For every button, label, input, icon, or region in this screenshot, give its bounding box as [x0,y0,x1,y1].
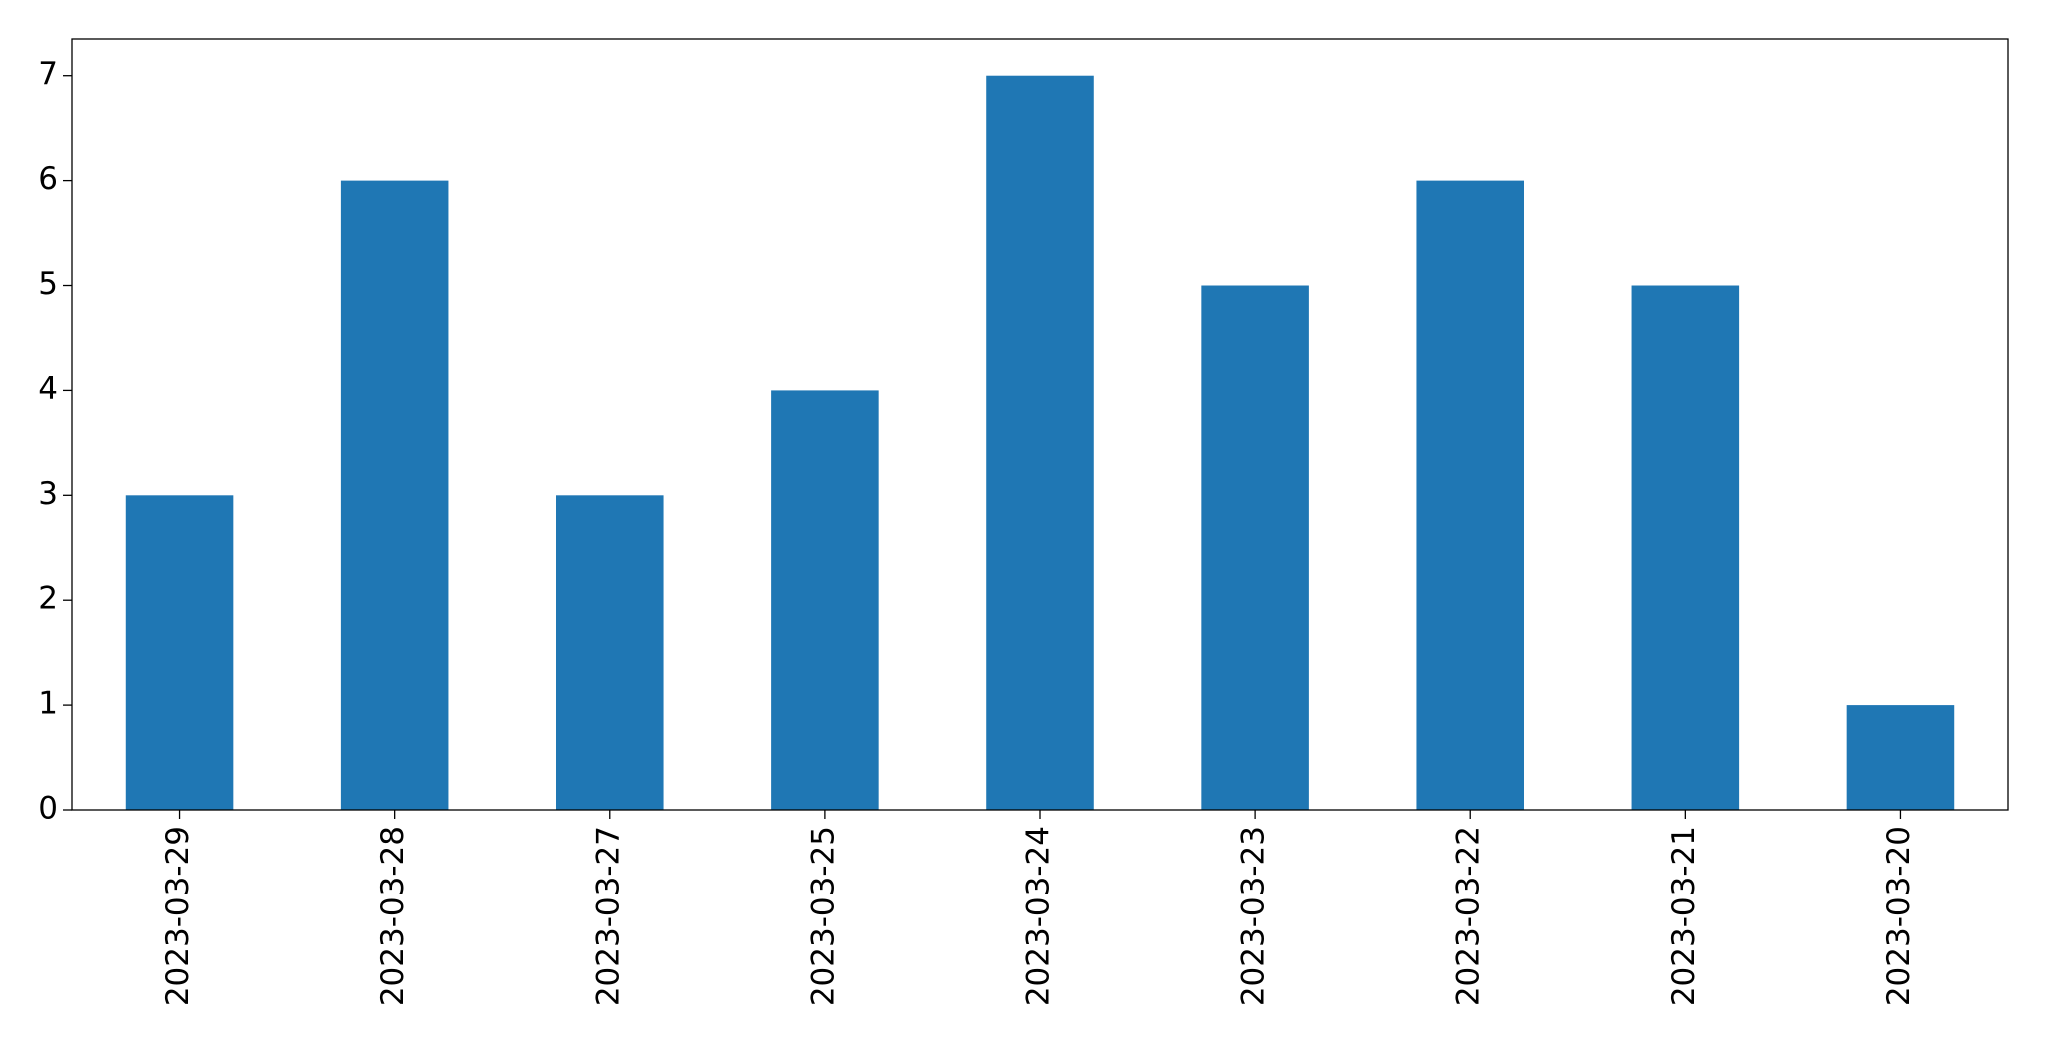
bar [1846,705,1955,810]
x-tick-label: 2023-03-29 [160,826,196,1006]
x-tick-label: 2023-03-22 [1451,826,1487,1006]
x-tick-label: 2023-03-20 [1881,826,1917,1006]
y-tick-label: 1 [38,686,58,722]
bar [1631,285,1740,810]
y-tick-label: 6 [38,161,58,197]
bar [340,180,449,810]
y-tick-label: 2 [38,581,58,617]
x-tick-label: 2023-03-24 [1021,826,1057,1006]
bar [125,495,234,810]
bar [986,75,1094,810]
x-tick-label: 2023-03-21 [1666,826,1702,1006]
bar [556,495,664,810]
y-tick-label: 7 [38,56,58,92]
plot-frame [71,38,2009,811]
y-tick-label: 3 [38,476,58,512]
bar [771,390,879,810]
bar [1416,180,1524,810]
y-tick-label: 4 [38,371,58,407]
x-tick-label: 2023-03-25 [805,826,841,1006]
bar [1201,285,1309,810]
y-tick-label: 5 [38,266,58,302]
y-tick-label: 0 [38,791,58,827]
x-tick-label: 2023-03-27 [590,826,626,1006]
x-tick-label: 2023-03-28 [375,826,411,1006]
x-tick-label: 2023-03-23 [1236,826,1272,1006]
